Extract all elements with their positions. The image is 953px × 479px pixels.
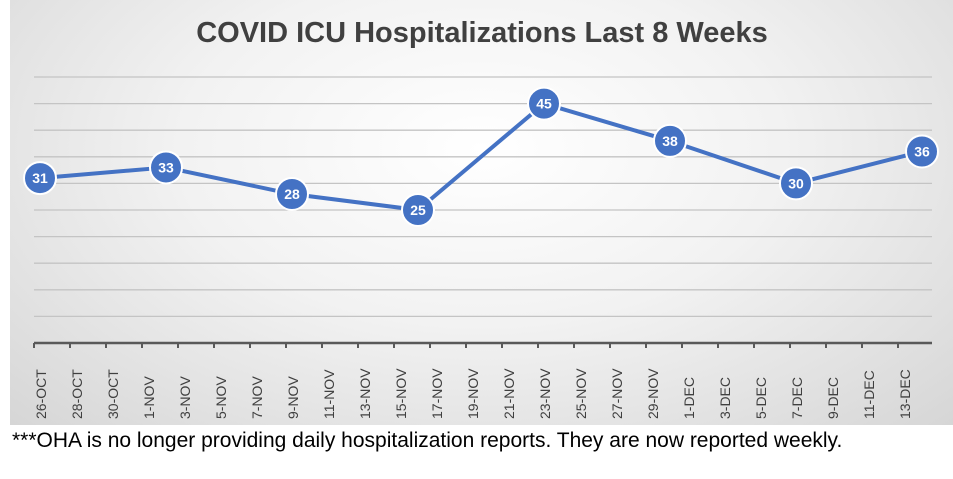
data-point [23, 161, 57, 196]
x-tick-label: 19-NOV [465, 368, 481, 419]
x-tick-label: 15-NOV [393, 368, 409, 419]
x-tick-label: 27-NOV [609, 368, 625, 419]
x-tick-label: 29-NOV [645, 368, 661, 419]
series-line [39, 101, 923, 212]
x-tick-label: 11-DEC [861, 370, 877, 419]
data-label: 36 [914, 143, 930, 159]
x-tick-label: 5-NOV [213, 376, 229, 419]
data-label: 33 [158, 159, 174, 175]
data-label: 38 [662, 133, 678, 149]
x-tick-label: 21-NOV [501, 368, 517, 419]
data-point [527, 86, 561, 121]
chart-area: COVID ICU Hospitalizations Last 8 Weeks … [10, 0, 953, 425]
x-tick-label: 13-DEC [897, 369, 913, 419]
x-tick-label: 7-NOV [249, 376, 265, 419]
line-chart: COVID ICU Hospitalizations Last 8 Weeks … [23, 17, 939, 419]
x-tick-label: 1-NOV [141, 376, 157, 419]
data-label: 30 [788, 175, 804, 191]
x-tick-label: 25-NOV [573, 368, 589, 419]
x-tick-label: 1-DEC [681, 377, 697, 419]
data-label: 31 [32, 170, 48, 186]
data-point [275, 177, 309, 212]
data-point [779, 166, 813, 201]
data-label: 25 [410, 202, 426, 218]
x-tick-label: 26-OCT [33, 369, 49, 419]
data-point [653, 123, 687, 158]
x-tick-label: 3-DEC [717, 377, 733, 419]
data-point [149, 150, 183, 185]
x-tick-label: 23-NOV [537, 368, 553, 419]
x-tick-label: 17-NOV [429, 368, 445, 419]
x-tick-label: 7-DEC [789, 377, 805, 419]
x-tick-label: 9-DEC [825, 377, 841, 419]
x-tick-label: 9-NOV [285, 376, 301, 419]
x-tick-label: 3-NOV [177, 376, 193, 419]
x-tick-label: 28-OCT [69, 369, 85, 419]
x-tick-label: 13-NOV [357, 368, 373, 419]
data-label: 28 [284, 186, 300, 202]
x-tick-label: 30-OCT [105, 369, 121, 419]
x-tick-label: 5-DEC [753, 377, 769, 419]
footnote: ***OHA is no longer providing daily hosp… [12, 429, 843, 452]
data-point [905, 134, 939, 169]
data-point [401, 193, 435, 227]
x-tick-label: 11-NOV [321, 369, 337, 419]
data-label: 45 [536, 96, 552, 112]
chart-title: COVID ICU Hospitalizations Last 8 Weeks [196, 17, 768, 49]
